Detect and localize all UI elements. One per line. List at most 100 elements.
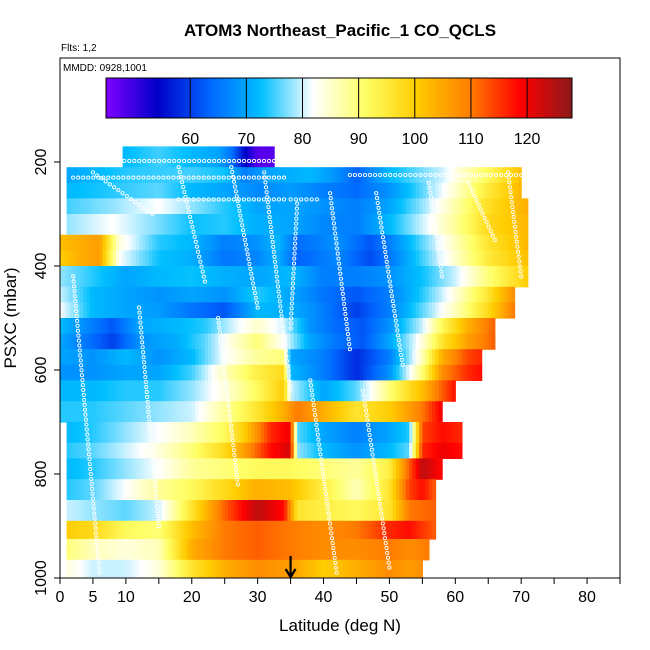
heatmap-cell bbox=[336, 458, 341, 480]
heatmap-cell bbox=[310, 442, 315, 459]
heatmap-cell bbox=[260, 401, 265, 423]
sample-point bbox=[476, 202, 481, 207]
sample-point bbox=[433, 230, 438, 235]
heatmap-cell bbox=[392, 401, 397, 423]
heatmap-cell bbox=[396, 500, 400, 522]
sample-point bbox=[81, 175, 86, 180]
heatmap-cell bbox=[92, 364, 97, 381]
heatmap-cell bbox=[330, 333, 335, 350]
heatmap-cell bbox=[241, 182, 246, 199]
heatmap-cell bbox=[175, 266, 180, 288]
heatmap-cell bbox=[293, 539, 298, 561]
heatmap-cell bbox=[135, 318, 140, 335]
sample-point bbox=[127, 158, 132, 164]
sample-point bbox=[308, 383, 314, 388]
heatmap-cell bbox=[165, 214, 170, 236]
heatmap-cell bbox=[247, 198, 252, 215]
heatmap-band-16 bbox=[66, 422, 463, 444]
heatmap-cell bbox=[326, 318, 331, 335]
heatmap-cell bbox=[399, 333, 404, 350]
heatmap-cell bbox=[112, 167, 117, 184]
heatmap-cell bbox=[323, 364, 328, 381]
heatmap-cell bbox=[405, 333, 410, 350]
heatmap-cell bbox=[181, 380, 186, 402]
heatmap-cell bbox=[168, 198, 173, 215]
heatmap-cell bbox=[376, 364, 381, 381]
heatmap-cell bbox=[340, 333, 344, 350]
heatmap-cell bbox=[129, 214, 134, 236]
heatmap-cell bbox=[168, 380, 173, 402]
heatmap-cell bbox=[333, 250, 338, 267]
heatmap-cell bbox=[228, 479, 232, 501]
heatmap-cell bbox=[257, 479, 262, 501]
heatmap-cell bbox=[168, 479, 173, 501]
heatmap-cell bbox=[162, 380, 167, 402]
sample-point bbox=[311, 398, 316, 403]
heatmap-cell bbox=[221, 458, 226, 480]
heatmap-cell bbox=[181, 364, 186, 381]
heatmap-cell bbox=[498, 214, 503, 236]
heatmap-cell bbox=[204, 333, 209, 350]
sample-point bbox=[176, 165, 181, 170]
heatmap-cell bbox=[122, 458, 127, 480]
heatmap-cell bbox=[145, 479, 150, 501]
heatmap-cell bbox=[412, 422, 417, 444]
heatmap-cell bbox=[148, 333, 153, 350]
sample-point bbox=[223, 379, 228, 384]
heatmap-cell bbox=[181, 234, 186, 251]
heatmap-cell bbox=[198, 198, 203, 215]
heatmap-cell bbox=[372, 458, 377, 480]
heatmap-cell bbox=[346, 318, 351, 335]
heatmap-cell bbox=[316, 422, 321, 444]
heatmap-cell bbox=[287, 500, 292, 522]
sample-point bbox=[323, 491, 328, 496]
heatmap-cell bbox=[132, 167, 137, 184]
heatmap-cell bbox=[92, 539, 97, 561]
heatmap-cell bbox=[508, 302, 512, 319]
heatmap-cell bbox=[524, 214, 529, 236]
heatmap-cell bbox=[102, 559, 107, 578]
sample-point bbox=[377, 501, 382, 506]
sample-point bbox=[224, 384, 229, 389]
heatmap-cell bbox=[359, 458, 364, 480]
sample-point bbox=[345, 327, 350, 332]
sample-point bbox=[117, 158, 122, 164]
heatmap-cell bbox=[102, 198, 107, 215]
heatmap-cell bbox=[89, 182, 94, 199]
heatmap-cell bbox=[369, 364, 374, 381]
heatmap-cell bbox=[142, 520, 147, 540]
heatmap-cell bbox=[303, 302, 308, 319]
heatmap-cell bbox=[366, 214, 371, 236]
heatmap-cell bbox=[376, 559, 381, 578]
sample-point bbox=[347, 172, 352, 178]
heatmap-cell bbox=[376, 422, 381, 444]
heatmap-cell bbox=[465, 349, 470, 366]
sample-point bbox=[313, 412, 318, 417]
heatmap-cell bbox=[224, 333, 229, 350]
heatmap-cell bbox=[303, 520, 308, 540]
heatmap-cell bbox=[201, 380, 206, 402]
heatmap-cell bbox=[389, 520, 394, 540]
heatmap-cell bbox=[280, 286, 285, 303]
heatmap-cell bbox=[198, 333, 203, 350]
heatmap-cell bbox=[452, 442, 456, 459]
heatmap-cell bbox=[241, 318, 246, 335]
heatmap-cell bbox=[142, 364, 147, 381]
heatmap-cell bbox=[191, 318, 196, 335]
heatmap-cell bbox=[435, 318, 440, 335]
heatmap-cell bbox=[511, 286, 516, 303]
heatmap-cell bbox=[313, 380, 318, 402]
heatmap-cell bbox=[254, 422, 259, 444]
heatmap-cell bbox=[178, 198, 183, 215]
heatmap-cell bbox=[162, 500, 167, 522]
sample-point bbox=[177, 170, 182, 175]
heatmap-cell bbox=[66, 500, 71, 522]
heatmap-cell bbox=[132, 349, 137, 366]
heatmap-cell bbox=[129, 380, 134, 402]
heatmap-cell bbox=[241, 559, 246, 578]
sample-point bbox=[177, 158, 182, 164]
heatmap-cell bbox=[172, 266, 176, 288]
sample-point bbox=[399, 352, 404, 358]
heatmap-cell bbox=[307, 333, 311, 350]
sample-point bbox=[80, 383, 85, 388]
